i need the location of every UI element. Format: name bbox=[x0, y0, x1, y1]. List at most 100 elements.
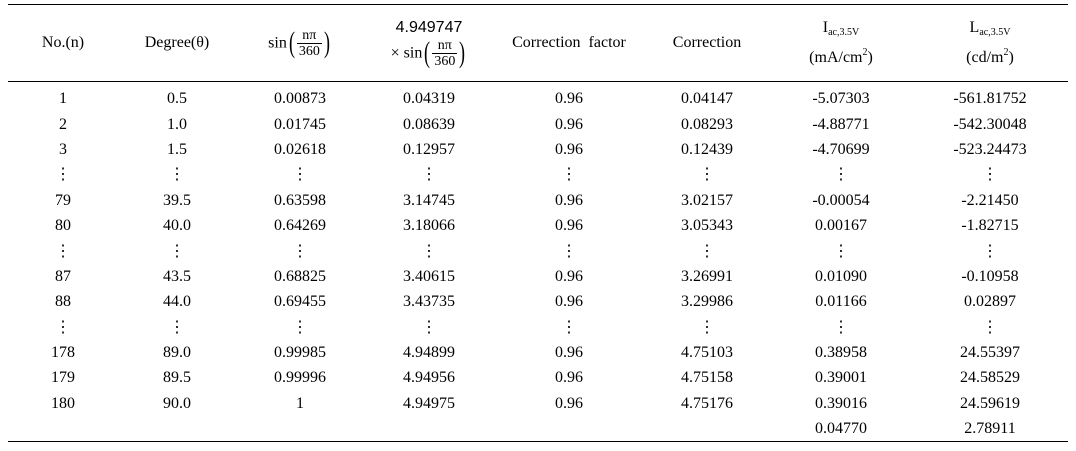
table-row: ⋮ ⋮ ⋮ ⋮ ⋮ ⋮ ⋮ ⋮ bbox=[8, 238, 1068, 263]
table-row: 88 44.0 0.69455 3.43735 0.96 3.29986 0.01166 0.… bbox=[8, 289, 1068, 314]
table-cell: ⋮ bbox=[55, 166, 71, 184]
table-cell: 0.12439 bbox=[681, 140, 733, 158]
table-cell: 24.55397 bbox=[960, 344, 1020, 362]
header-correction: Correction bbox=[672, 34, 742, 51]
header-no: No.(n) bbox=[41, 34, 85, 51]
table-row: 80 40.0 0.64269 3.18066 0.96 3.05343 0.00167 -1… bbox=[8, 213, 1068, 238]
table-row: 1 0.5 0.00873 0.04319 0.96 0.04147 -5.07303 -56… bbox=[8, 82, 1068, 112]
table-cell: ⋮ bbox=[169, 242, 185, 260]
table-cell: ⋮ bbox=[833, 242, 849, 260]
table-cell: 0.08293 bbox=[681, 115, 733, 133]
table-cell: ⋮ bbox=[561, 242, 577, 260]
table-cell: 0.96 bbox=[555, 217, 583, 235]
table-cell: ⋮ bbox=[982, 318, 998, 336]
header-luminance: Lac,3.5V (cd/m2) bbox=[966, 19, 1014, 66]
table-cell: 88 bbox=[55, 293, 71, 311]
table-cell: 40.0 bbox=[163, 217, 191, 235]
table-cell: 4.94956 bbox=[403, 369, 455, 387]
table-cell: 79 bbox=[55, 191, 71, 209]
table-cell: 0.00873 bbox=[274, 90, 326, 108]
table-cell: ⋮ bbox=[55, 242, 71, 260]
table-cell: ⋮ bbox=[561, 166, 577, 184]
table-row: ⋮ ⋮ ⋮ ⋮ ⋮ ⋮ ⋮ ⋮ bbox=[8, 162, 1068, 187]
table-cell: 2 bbox=[59, 115, 67, 133]
table-cell: 39.5 bbox=[163, 191, 191, 209]
table-cell: ⋮ bbox=[982, 242, 998, 260]
table-cell: ⋮ bbox=[699, 318, 715, 336]
header-current-density: Iac,3.5V (mA/cm2) bbox=[809, 19, 873, 66]
table-cell: 0.96 bbox=[555, 267, 583, 285]
table-row: 180 90.0 1 4.94975 0.96 4.75176 0.39016 24.5961… bbox=[8, 391, 1068, 416]
table-cell: 0.96 bbox=[555, 344, 583, 362]
table-cell: 3.05343 bbox=[681, 217, 733, 235]
table-cell: ⋮ bbox=[833, 318, 849, 336]
table-cell: 180 bbox=[51, 394, 75, 412]
table-cell: 0.04770 bbox=[815, 420, 867, 438]
scaled-value: 4.949747 bbox=[395, 18, 463, 36]
table-cell: 0.02897 bbox=[964, 293, 1016, 311]
table-cell: -1.82715 bbox=[961, 217, 1019, 235]
table-cell: 0.00167 bbox=[815, 217, 867, 235]
table-cell: 0.96 bbox=[555, 140, 583, 158]
table-cell: 0.96 bbox=[555, 191, 583, 209]
fraction-denominator: 360 bbox=[298, 43, 320, 59]
table-cell: 0.04147 bbox=[681, 90, 733, 108]
table-cell: 0.63598 bbox=[274, 191, 326, 209]
table-cell: 4.75176 bbox=[681, 394, 733, 412]
fraction: nπ 360 bbox=[296, 28, 322, 59]
table-cell: 80 bbox=[55, 217, 71, 235]
table-cell: 0.04319 bbox=[403, 90, 455, 108]
table-cell: 0.99996 bbox=[274, 369, 326, 387]
table-cell: ⋮ bbox=[561, 318, 577, 336]
table-cell: 87 bbox=[55, 267, 71, 285]
fraction-denominator: 360 bbox=[434, 53, 456, 69]
sin-label: sin bbox=[268, 34, 287, 51]
table-cell: 0.96 bbox=[555, 394, 583, 412]
table-cell bbox=[494, 416, 644, 442]
table-cell: 3 bbox=[59, 140, 67, 158]
table-cell: 43.5 bbox=[163, 267, 191, 285]
table-cell: 3.40615 bbox=[403, 267, 455, 285]
table-row: 79 39.5 0.63598 3.14745 0.96 3.02157 -0.00054 -… bbox=[8, 188, 1068, 213]
times-sin-label: × sin bbox=[390, 44, 423, 61]
table-cell: ⋮ bbox=[169, 166, 185, 184]
table-cell: 90.0 bbox=[163, 394, 191, 412]
table-cell: 3.29986 bbox=[681, 293, 733, 311]
table-container: No.(n) Degree(θ) sin(nπ 360) 4.949747 × s… bbox=[0, 4, 1076, 451]
table-cell: 44.0 bbox=[163, 293, 191, 311]
table-cell: 0.96 bbox=[555, 369, 583, 387]
table-cell: ⋮ bbox=[292, 242, 308, 260]
table-row: 3 1.5 0.02618 0.12957 0.96 0.12439 -4.70699 -52… bbox=[8, 137, 1068, 162]
table-cell: -5.07303 bbox=[812, 90, 870, 108]
table-cell: 0.01166 bbox=[815, 293, 867, 311]
table-cell: 3.02157 bbox=[681, 191, 733, 209]
table-cell: ⋮ bbox=[421, 166, 437, 184]
table-cell: 0.38958 bbox=[815, 344, 867, 362]
table-cell: -4.70699 bbox=[812, 140, 870, 158]
table-cell: 24.58529 bbox=[960, 369, 1020, 387]
table-cell: ⋮ bbox=[421, 318, 437, 336]
table-cell: 0.68825 bbox=[274, 267, 326, 285]
table-cell: -542.30048 bbox=[953, 115, 1027, 133]
table-cell bbox=[364, 416, 494, 442]
table-cell: 1 bbox=[59, 90, 67, 108]
table-cell: 1 bbox=[296, 394, 304, 412]
table-cell bbox=[236, 416, 364, 442]
header-scaled-sin: 4.949747 × sin(nπ 360) bbox=[390, 18, 466, 69]
table-cell: 0.64269 bbox=[274, 217, 326, 235]
table-cell: 89.0 bbox=[163, 344, 191, 362]
data-table: No.(n) Degree(θ) sin(nπ 360) 4.949747 × s… bbox=[8, 4, 1068, 442]
table-body: 1 0.5 0.00873 0.04319 0.96 0.04147 -5.07303 -56… bbox=[8, 82, 1068, 442]
table-cell: 0.01745 bbox=[274, 115, 326, 133]
fraction-numerator: nπ bbox=[296, 28, 322, 44]
table-cell bbox=[8, 416, 118, 442]
table-cell: 3.14745 bbox=[403, 191, 455, 209]
table-cell: 179 bbox=[51, 369, 75, 387]
table-cell: -4.88771 bbox=[812, 115, 870, 133]
table-cell: 1.0 bbox=[167, 115, 187, 133]
table-cell: 3.43735 bbox=[403, 293, 455, 311]
table-cell: ⋮ bbox=[292, 318, 308, 336]
table-cell: 0.08639 bbox=[403, 115, 455, 133]
table-cell bbox=[644, 416, 770, 442]
table-cell: ⋮ bbox=[292, 166, 308, 184]
